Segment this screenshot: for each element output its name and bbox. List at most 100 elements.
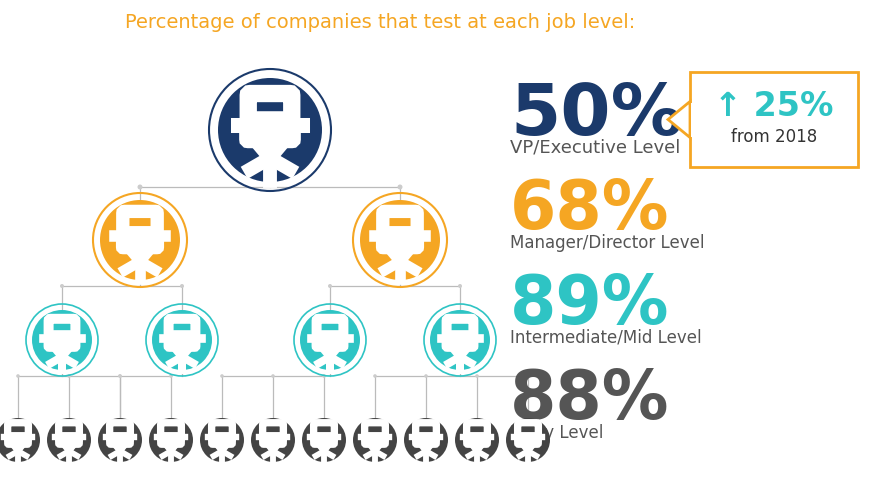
Circle shape xyxy=(266,443,268,445)
Text: VP/Executive Level: VP/Executive Level xyxy=(510,139,680,157)
Circle shape xyxy=(447,362,450,365)
Circle shape xyxy=(110,455,113,457)
Circle shape xyxy=(367,443,370,445)
Circle shape xyxy=(323,460,325,462)
Circle shape xyxy=(282,138,287,143)
Circle shape xyxy=(11,443,13,445)
Circle shape xyxy=(271,374,275,378)
Circle shape xyxy=(331,455,334,457)
Circle shape xyxy=(77,455,78,457)
Circle shape xyxy=(189,345,192,348)
Circle shape xyxy=(468,455,470,457)
Circle shape xyxy=(152,310,212,370)
Circle shape xyxy=(251,418,295,462)
Circle shape xyxy=(374,460,376,462)
Circle shape xyxy=(248,167,253,172)
Circle shape xyxy=(172,345,175,348)
Circle shape xyxy=(397,184,403,189)
Circle shape xyxy=(229,455,232,457)
Circle shape xyxy=(485,455,486,457)
Polygon shape xyxy=(668,101,690,137)
Circle shape xyxy=(100,200,180,280)
Circle shape xyxy=(476,460,478,462)
Circle shape xyxy=(68,460,70,462)
Circle shape xyxy=(0,418,40,462)
Circle shape xyxy=(169,374,173,378)
Circle shape xyxy=(180,284,184,288)
Circle shape xyxy=(458,369,462,371)
Circle shape xyxy=(218,78,322,182)
Text: 68%: 68% xyxy=(510,177,670,243)
Circle shape xyxy=(317,362,320,365)
Circle shape xyxy=(320,345,323,348)
Circle shape xyxy=(74,443,77,445)
Text: ↑ 25%: ↑ 25% xyxy=(714,91,833,123)
Circle shape xyxy=(149,246,153,250)
Circle shape xyxy=(337,345,340,348)
Circle shape xyxy=(410,246,413,250)
Circle shape xyxy=(430,310,490,370)
Circle shape xyxy=(482,443,485,445)
Circle shape xyxy=(470,443,472,445)
Circle shape xyxy=(387,246,390,250)
Circle shape xyxy=(263,455,266,457)
Circle shape xyxy=(221,460,223,462)
Circle shape xyxy=(353,418,397,462)
Circle shape xyxy=(164,443,166,445)
Text: Entry Level: Entry Level xyxy=(510,424,603,442)
Circle shape xyxy=(506,418,550,462)
Circle shape xyxy=(315,455,316,457)
Text: Intermediate/Mid Level: Intermediate/Mid Level xyxy=(510,329,701,347)
Circle shape xyxy=(227,443,229,445)
Circle shape xyxy=(138,277,142,281)
Circle shape xyxy=(47,418,91,462)
Circle shape xyxy=(533,443,536,445)
Circle shape xyxy=(181,369,183,371)
Circle shape xyxy=(360,200,440,280)
Circle shape xyxy=(366,455,367,457)
Circle shape xyxy=(161,455,164,457)
Circle shape xyxy=(398,277,402,281)
Circle shape xyxy=(220,374,224,378)
Circle shape xyxy=(178,455,181,457)
Circle shape xyxy=(316,443,319,445)
Circle shape xyxy=(467,345,470,348)
Circle shape xyxy=(450,345,453,348)
Circle shape xyxy=(431,443,433,445)
Text: from 2018: from 2018 xyxy=(731,128,817,146)
Circle shape xyxy=(300,310,360,370)
Circle shape xyxy=(382,455,384,457)
Circle shape xyxy=(404,418,448,462)
Text: Manager/Director Level: Manager/Director Level xyxy=(510,234,705,252)
Circle shape xyxy=(118,374,122,378)
Circle shape xyxy=(272,460,274,462)
Circle shape xyxy=(52,345,55,348)
Circle shape xyxy=(149,418,193,462)
Circle shape xyxy=(380,443,382,445)
Circle shape xyxy=(69,345,72,348)
Circle shape xyxy=(170,460,172,462)
Text: 50%: 50% xyxy=(510,81,683,150)
Circle shape xyxy=(127,246,130,250)
Circle shape xyxy=(26,455,27,457)
Circle shape xyxy=(49,362,52,365)
Circle shape xyxy=(382,268,387,272)
Circle shape xyxy=(169,362,172,365)
Text: 89%: 89% xyxy=(510,272,670,338)
Circle shape xyxy=(425,460,427,462)
Circle shape xyxy=(60,284,64,288)
Text: 88%: 88% xyxy=(510,367,670,433)
Circle shape xyxy=(60,455,62,457)
Circle shape xyxy=(122,268,127,272)
Circle shape xyxy=(137,184,143,189)
Circle shape xyxy=(212,455,215,457)
Circle shape xyxy=(519,455,521,457)
Circle shape xyxy=(23,443,26,445)
Circle shape xyxy=(98,418,142,462)
Circle shape xyxy=(287,167,292,172)
Polygon shape xyxy=(691,102,693,136)
Circle shape xyxy=(413,268,418,272)
Circle shape xyxy=(417,455,418,457)
Circle shape xyxy=(340,362,343,365)
Circle shape xyxy=(200,418,244,462)
